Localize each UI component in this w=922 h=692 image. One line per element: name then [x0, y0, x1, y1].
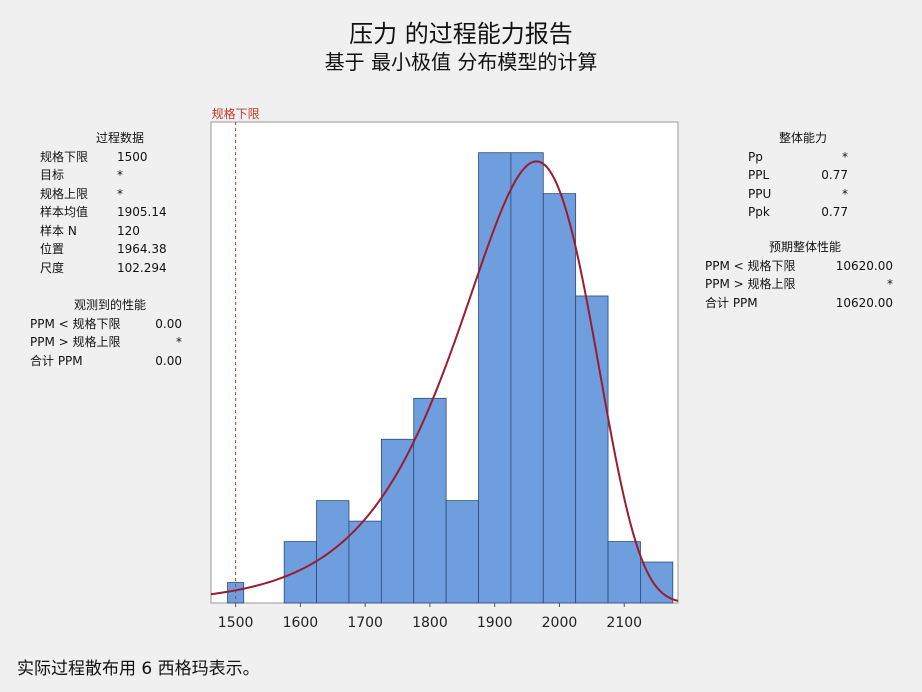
histogram-bar — [348, 520, 382, 604]
stat-label: PPM < 规格下限 — [30, 316, 121, 331]
x-tick-label: 1600 — [283, 615, 319, 631]
stat-label: PPL — [748, 168, 770, 182]
stat-row: 位置 1964.38 — [40, 240, 200, 259]
histogram-bar — [380, 438, 415, 604]
x-tick-label: 1700 — [347, 615, 383, 631]
stat-value: 1500 — [117, 149, 148, 164]
stat-label: Ppk — [748, 205, 770, 219]
stat-value: 1905.14 — [117, 205, 167, 219]
histogram-bar — [478, 152, 512, 604]
stat-value: 0.00 — [155, 316, 182, 331]
chart-subtitle: 基于 最小极值 分布模型的计算 — [324, 50, 598, 74]
stat-label: PPU — [748, 186, 772, 201]
stat-value: 10620.00 — [835, 295, 893, 310]
stat-value: 120 — [117, 223, 140, 238]
stat-row: 样本 N 120 — [40, 222, 200, 241]
stat-row: 目标 * — [40, 166, 200, 185]
stat-label: 样本 N — [40, 223, 77, 238]
stat-value: 0.77 — [821, 205, 848, 219]
histogram-bar — [575, 295, 609, 604]
overall-capability-panel: 整体能力 Pp * PPL 0.77 PPU * Ppk 0.77 — [748, 129, 858, 222]
stat-value: 102.294 — [117, 260, 167, 275]
footer-note: 实际过程散布用 6 西格玛表示。 — [17, 659, 260, 679]
panel-heading: 整体能力 — [778, 131, 827, 145]
x-tick-label: 1500 — [218, 615, 254, 631]
stat-value: * — [117, 168, 123, 182]
stat-row: Ppk 0.77 — [748, 203, 858, 222]
histogram-bar — [607, 541, 641, 604]
stat-row: 合计 PPM 0.00 — [30, 352, 190, 371]
stat-row: PPM < 规格下限 0.00 — [30, 315, 190, 334]
x-tick-label: 2000 — [542, 615, 578, 631]
stat-label: 规格下限 — [40, 149, 89, 164]
stat-value: * — [842, 149, 848, 164]
stat-row: PPM < 规格下限 10620.00 — [705, 257, 905, 276]
stat-row: 规格下限 1500 — [40, 148, 200, 167]
histogram-bar — [445, 500, 479, 604]
stat-label: PPM > 规格上限 — [705, 277, 796, 291]
stat-row: PPL 0.77 — [748, 166, 858, 185]
histogram-bar — [283, 541, 317, 604]
stat-row: 规格上限 * — [40, 185, 200, 204]
stat-label: 位置 — [40, 242, 65, 256]
process-data-panel: 过程数据 规格下限 1500 目标 * 规格上限 * 样本均值 1905.14 样本 N 120 位置… — [40, 129, 200, 277]
stat-value: * — [176, 335, 182, 349]
observed-performance-panel: 观测到的性能 PPM < 规格下限 0.00 PPM > 规格上限 * 合计 PPM 0.0… — [30, 296, 190, 370]
stat-row: 样本均值 1905.14 — [40, 203, 200, 222]
histogram-bar — [316, 500, 350, 604]
panel-heading: 过程数据 — [95, 131, 144, 145]
stat-row: 尺度 102.294 — [40, 259, 200, 278]
x-tick-label: 1900 — [477, 615, 513, 631]
stat-row: 合计 PPM 10620.00 — [705, 294, 905, 313]
stat-row: PPM > 规格上限 * — [705, 275, 905, 294]
stat-value: 10620.00 — [835, 258, 893, 273]
fitted-curve — [210, 160, 679, 602]
stat-label: PPM > 规格上限 — [30, 335, 121, 349]
stat-label: 目标 — [40, 168, 65, 182]
stat-label: PPM < 规格下限 — [705, 258, 796, 273]
stat-row: PPM > 规格上限 * — [30, 333, 190, 352]
stat-value: 0.77 — [821, 168, 848, 182]
stat-value: 1964.38 — [117, 242, 167, 256]
stat-value: * — [887, 277, 893, 291]
expected-performance-panel: 预期整体性能 PPM < 规格下限 10620.00 PPM > 规格上限 * 合计 PP… — [705, 238, 905, 312]
stat-label: 合计 PPM — [705, 295, 758, 310]
stat-value: * — [842, 186, 848, 201]
stat-value: * — [117, 186, 123, 201]
stat-label: Pp — [748, 149, 763, 164]
x-tick-label: 1800 — [412, 615, 448, 631]
panel-heading: 预期整体性能 — [768, 240, 841, 254]
histogram-bar — [413, 397, 447, 604]
x-axis: 1500 1600 1700 1800 1900 2000 2100 — [218, 603, 642, 631]
stat-label: 合计 PPM — [30, 353, 83, 368]
spec-limit-label: 规格下限 — [212, 106, 260, 121]
chart-title: 压力 的过程能力报告 — [349, 20, 573, 48]
histogram-bar — [542, 193, 577, 604]
stat-label: 规格上限 — [40, 186, 89, 201]
stat-row: Pp * — [748, 148, 858, 167]
histogram-bar — [510, 152, 544, 604]
stat-label: 尺度 — [40, 260, 65, 275]
stat-row: PPU * — [748, 185, 858, 204]
x-tick-label: 2100 — [606, 615, 642, 631]
panel-heading: 观测到的性能 — [73, 298, 146, 312]
spec-limit-layer: 规格下限 — [212, 106, 260, 603]
stat-value: 0.00 — [155, 353, 182, 368]
stat-label: 样本均值 — [40, 205, 89, 219]
